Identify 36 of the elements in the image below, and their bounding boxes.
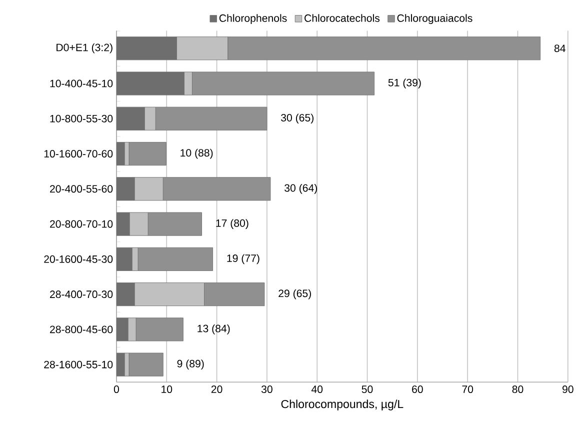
y-tick-label: 10-1600-70-60 [44, 150, 113, 158]
x-tick-label: 30 [261, 385, 272, 393]
bar [128, 352, 164, 376]
x-tick-label: 70 [462, 385, 474, 393]
bar [128, 142, 166, 166]
total-label: 84 [554, 44, 566, 52]
y-tick-label: 20-400-55-60 [50, 185, 113, 193]
x-tick-label: 40 [311, 385, 323, 393]
total-label: 9 (89) [177, 360, 204, 370]
y-tick-label: 20-1600-45-30 [44, 255, 113, 263]
y-tick-label: D0+E1 (3:2) [56, 43, 112, 54]
legend-label: Chloroguaiacols [397, 14, 472, 24]
x-tick-label: 20 [211, 385, 222, 393]
x-tick-label: 60 [412, 385, 423, 393]
total-label: 51 (39) [388, 78, 421, 88]
x-tick-label: 0 [114, 385, 119, 393]
x-tick-label: 80 [512, 385, 524, 393]
y-tick-label: 10-400-45-10 [50, 80, 113, 88]
x-tick-label: 90 [562, 385, 574, 393]
legend-label: Chlorophenols [219, 14, 287, 24]
y-tick-label: 10-800-55-30 [50, 114, 113, 122]
y-tick-label: 28-800-45-60 [50, 326, 113, 334]
total-label: 17 (80) [216, 219, 248, 229]
total-label: 30 (64) [284, 184, 318, 194]
legend-label: Chlorocatechols [304, 14, 380, 22]
total-label: 30 (65) [281, 114, 314, 124]
y-tick-label: 28-1600-55-10 [44, 360, 113, 368]
total-label: 13 (84) [198, 324, 230, 334]
x-tick-label: 10 [162, 385, 172, 393]
total-label: 19 (77) [227, 254, 260, 264]
total-label: 29 (65) [278, 289, 311, 300]
x-axis-title: Chlorocompounds, µg/L [281, 400, 404, 410]
y-tick-label: 28-400-70-30 [50, 290, 113, 298]
total-label: 10 (88) [180, 148, 213, 159]
y-tick-label: 20-800-70-10 [50, 220, 113, 228]
x-tick-label: 50 [362, 385, 373, 393]
